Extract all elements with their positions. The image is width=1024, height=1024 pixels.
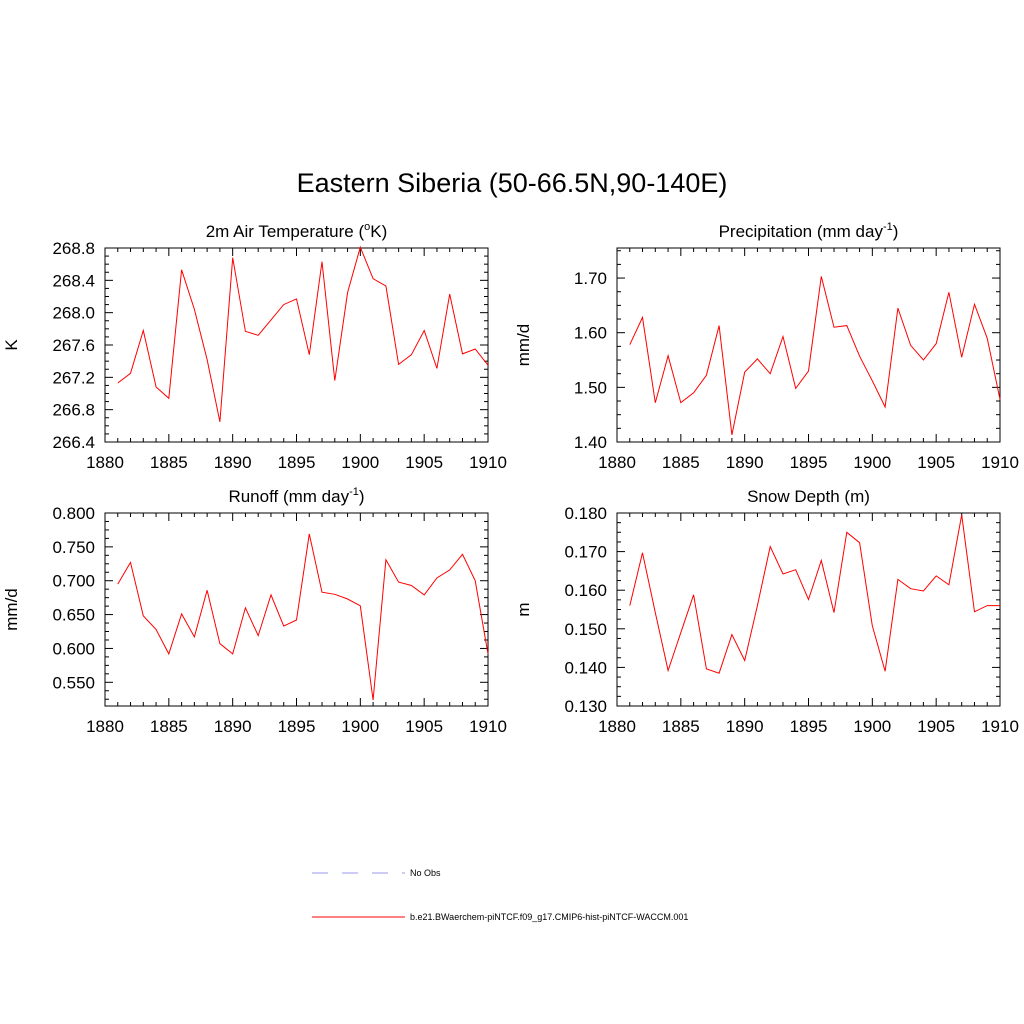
figure-title: Eastern Siberia (50-66.5N,90-140E)	[296, 168, 728, 198]
series-line	[629, 276, 1001, 435]
y-tick-label: 267.6	[52, 336, 95, 355]
x-tick-label: 1885	[150, 453, 188, 472]
x-tick-label: 1880	[86, 453, 124, 472]
x-tick-label: 1890	[214, 453, 252, 472]
legend-label: b.e21.BWaerchem-piNTCF.f09_g17.CMIP6-his…	[410, 912, 688, 922]
panel-1: 2m Air Temperature (oK) K 1880 1885 1890 1895…	[2, 221, 507, 472]
x-tick-label: 1895	[278, 453, 316, 472]
panel-3: Runoff (mm day-1) mm/d 1880 1885 1890 1895 190…	[2, 486, 507, 736]
y-tick-label: 0.130	[564, 697, 607, 716]
x-tick-label: 1910	[469, 717, 507, 736]
y-tick-label: 0.700	[52, 572, 95, 591]
x-tick-label: 1905	[917, 453, 955, 472]
legend-label: No Obs	[410, 868, 441, 878]
x-tick-label: 1900	[341, 717, 379, 736]
x-tick-label: 1900	[853, 717, 891, 736]
x-tick-label: 1905	[917, 717, 955, 736]
x-tick-label: 1895	[790, 453, 828, 472]
plot-frame	[616, 512, 1001, 707]
y-tick-label: 0.800	[52, 504, 95, 523]
y-axis-label: mm/d	[2, 588, 21, 631]
plot-frame	[104, 512, 489, 707]
x-tick-label: 1885	[662, 717, 700, 736]
legend: No Obs b.e21.BWaerchem-piNTCF.f09_g17.CMI…	[312, 868, 688, 922]
y-axis-label: mm/d	[514, 324, 533, 367]
x-tick-label: 1905	[405, 453, 443, 472]
y-tick-label: 266.4	[52, 433, 95, 452]
x-tick-label: 1905	[405, 717, 443, 736]
x-tick-label: 1910	[469, 453, 507, 472]
series-line	[117, 245, 489, 422]
y-tick-label: 0.650	[52, 606, 95, 625]
x-tick-label: 1885	[150, 717, 188, 736]
x-tick-label: 1890	[214, 717, 252, 736]
series-line	[117, 533, 489, 700]
x-tick-label: 1880	[86, 717, 124, 736]
x-tick-label: 1880	[598, 453, 636, 472]
x-tick-label: 1910	[981, 717, 1019, 736]
y-tick-label: 0.140	[564, 658, 607, 677]
plot-frame	[104, 247, 489, 443]
y-tick-label: 268.0	[52, 304, 95, 323]
panel-2: Precipitation (mm day-1) mm/d 1880 1885 1890…	[514, 221, 1019, 472]
y-tick-label: 266.8	[52, 401, 95, 420]
y-tick-label: 268.4	[52, 271, 95, 290]
panel-title: Precipitation (mm day-1)	[719, 221, 899, 241]
x-tick-label: 1890	[726, 717, 764, 736]
y-tick-label: 0.160	[564, 581, 607, 600]
plot-frame	[616, 247, 1001, 443]
x-tick-label: 1900	[853, 453, 891, 472]
series-line	[629, 514, 1000, 674]
panel-title: Snow Depth (m)	[747, 487, 870, 506]
y-tick-label: 267.2	[52, 368, 95, 387]
x-tick-label: 1895	[790, 717, 828, 736]
y-tick-label: 1.50	[574, 378, 607, 397]
y-tick-label: 0.170	[564, 543, 607, 562]
x-tick-label: 1890	[726, 453, 764, 472]
y-tick-label: 1.70	[574, 269, 607, 288]
y-tick-label: 0.150	[564, 620, 607, 639]
y-axis-label: m	[514, 602, 533, 616]
y-tick-label: 268.8	[52, 239, 95, 258]
panel-4: Snow Depth (m) m 1880 1885 1890 1895 1900 1905 1…	[514, 487, 1019, 736]
y-tick-label: 0.550	[52, 673, 95, 692]
y-tick-label: 0.180	[564, 504, 607, 523]
y-axis-label: K	[2, 339, 21, 351]
x-tick-label: 1880	[598, 717, 636, 736]
y-tick-label: 0.750	[52, 538, 95, 557]
panel-title: 2m Air Temperature (oK)	[206, 221, 388, 241]
panel-title: Runoff (mm day-1)	[228, 486, 364, 506]
x-tick-label: 1885	[662, 453, 700, 472]
x-tick-label: 1895	[278, 717, 316, 736]
y-tick-label: 1.40	[574, 433, 607, 452]
y-tick-label: 0.600	[52, 639, 95, 658]
x-tick-label: 1910	[981, 453, 1019, 472]
y-tick-label: 1.60	[574, 324, 607, 343]
x-tick-label: 1900	[341, 453, 379, 472]
